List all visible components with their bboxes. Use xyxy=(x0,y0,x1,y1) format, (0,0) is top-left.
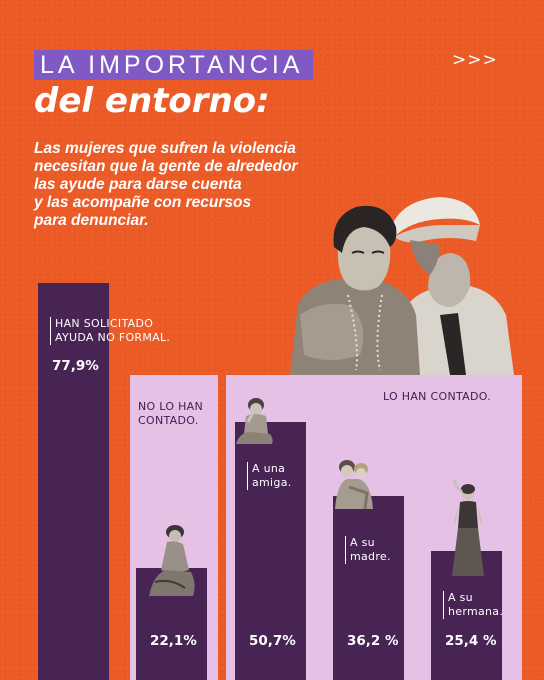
panel-label-line: CONTADO. xyxy=(138,414,199,427)
next-arrows-icon[interactable]: >>> xyxy=(452,50,498,70)
bar-category-label-line: HAN SOLICITADO xyxy=(55,317,154,330)
intro-line: y las acompañe con recursos xyxy=(34,194,252,211)
intro-line: necesitan que la gente de alrededor xyxy=(34,158,298,175)
bar-category-label-line: A su xyxy=(448,591,473,604)
intro-text: Las mujeres que sufren la violencia nece… xyxy=(34,140,344,230)
intro-line: Las mujeres que sufren la violencia xyxy=(34,140,296,157)
mother-daughter-photo xyxy=(335,460,373,509)
standing-woman-photo xyxy=(452,480,484,576)
bar-category-label-line: amiga. xyxy=(252,476,292,489)
bar-category-label-line: madre. xyxy=(350,550,391,563)
bar xyxy=(235,422,306,680)
page-subtitle: del entorno: xyxy=(34,81,270,121)
bar-value-label: 77,9% xyxy=(52,358,99,374)
sitting-woman-head-in-hand-photo xyxy=(236,398,273,444)
bar-category-label: A su hermana. xyxy=(443,591,503,619)
bar xyxy=(38,283,109,680)
bar-category-label-line: A una xyxy=(252,462,286,475)
intro-line: las ayude para darse cuenta xyxy=(34,176,242,193)
seated-woman-photo xyxy=(149,525,195,596)
no-contado-label: NO LO HAN CONTADO. xyxy=(138,400,203,428)
bar-category-label-line: hermana. xyxy=(448,605,504,618)
title-box: LA IMPORTANCIA xyxy=(34,50,314,80)
bar xyxy=(333,496,404,680)
bar-value-label: 22,1% xyxy=(150,633,197,649)
bar-category-label: A una amiga. xyxy=(247,462,292,490)
bar-category-label: A su madre. xyxy=(345,536,391,564)
bar-category-label-line: A su xyxy=(350,536,375,549)
panel-label-line: NO LO HAN xyxy=(138,400,203,413)
page-title: LA IMPORTANCIA xyxy=(40,50,304,79)
bar-value-label: 50,7% xyxy=(249,633,296,649)
bar-value-label: 36,2 % xyxy=(347,633,399,649)
contado-label: LO HAN CONTADO. xyxy=(383,390,492,403)
intro-line: para denunciar. xyxy=(34,212,149,229)
bar-category-label: HAN SOLICITADO AYUDA NO FORMAL. xyxy=(50,317,170,345)
bar-value-label: 25,4 % xyxy=(445,633,497,649)
two-women-photo xyxy=(290,197,514,375)
bar-category-label-line: AYUDA NO FORMAL. xyxy=(55,331,171,344)
